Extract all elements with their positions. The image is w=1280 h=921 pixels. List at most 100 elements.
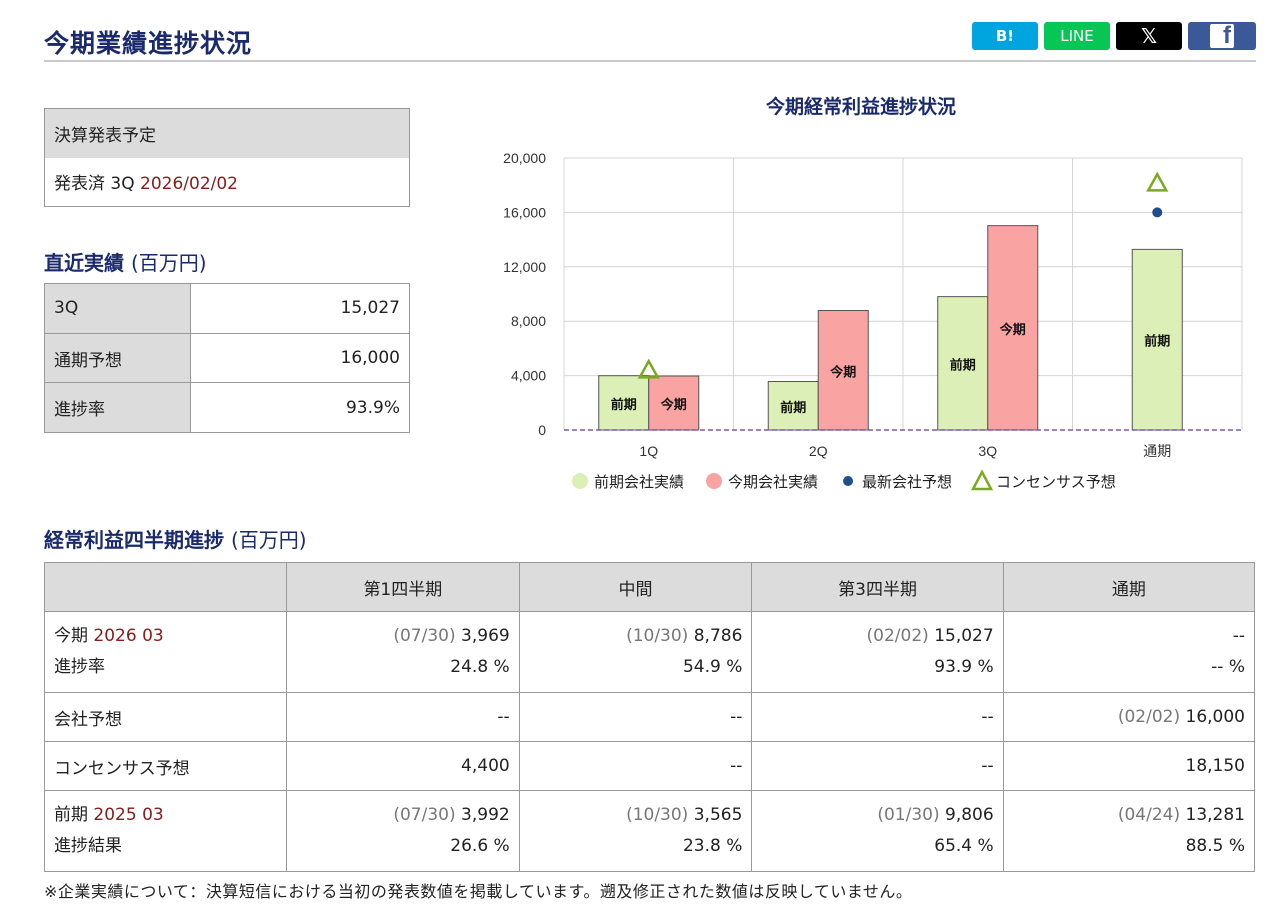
company-forecast-marker bbox=[1152, 207, 1163, 218]
hatena-bookmark-button[interactable]: B! bbox=[972, 22, 1038, 50]
table-row: 通期予想 16,000 bbox=[44, 332, 410, 384]
table-header-row: 第1四半期 中間 第3四半期 通期 bbox=[44, 562, 1256, 612]
row-value: 15,027 bbox=[190, 283, 410, 334]
column-header: 中間 bbox=[518, 562, 753, 612]
table-cell: -- bbox=[286, 692, 520, 742]
row-value: 16,000 bbox=[190, 332, 410, 384]
cell-value: 8,786 bbox=[693, 626, 743, 646]
fiscal-period: 2025 03 bbox=[93, 805, 164, 825]
x-tick-label: 3Q bbox=[978, 443, 997, 459]
legend-label: 今期会社実績 bbox=[728, 474, 818, 491]
legend-swatch bbox=[572, 473, 588, 489]
cell-value: -- bbox=[730, 707, 743, 727]
row-label: 今期 2026 03 進捗率 bbox=[44, 611, 287, 693]
legend-label: コンセンサス予想 bbox=[996, 474, 1116, 491]
footnote: ※企業実績について：決算短信における当初の発表数値を掲載しています。遡及修正され… bbox=[44, 882, 913, 901]
table-row-company-forecast: 会社予想 -- -- -- (02/02) 16,000 bbox=[44, 692, 1256, 742]
bar-label: 前期 bbox=[950, 357, 976, 372]
legend-label: 前期会社実績 bbox=[594, 474, 684, 491]
y-tick-label: 4,000 bbox=[511, 368, 546, 384]
facebook-share-button[interactable]: f bbox=[1188, 22, 1256, 50]
y-tick-label: 20,000 bbox=[503, 150, 546, 166]
column-header bbox=[44, 562, 287, 612]
table-row: 3Q 15,027 bbox=[44, 283, 410, 334]
announce-date: (07/30) bbox=[393, 626, 456, 646]
fiscal-period: 2026 03 bbox=[93, 626, 164, 646]
announcement-status: 発表済 3Q 2026/02/02 bbox=[44, 157, 410, 207]
cell-value: 15,027 bbox=[934, 626, 994, 646]
row-sub-label: 進捗結果 bbox=[54, 836, 122, 856]
bar-current bbox=[987, 225, 1039, 431]
cell-value: 16,000 bbox=[1185, 707, 1245, 727]
table-cell: 4,400 bbox=[286, 741, 520, 791]
title-divider bbox=[44, 60, 1256, 62]
bar-label: 前期 bbox=[780, 400, 806, 415]
column-header: 通期 bbox=[1002, 562, 1256, 612]
announce-date: (02/02) bbox=[866, 626, 929, 646]
announcement-date: 2026/02/02 bbox=[140, 174, 238, 195]
row-label: 通期予想 bbox=[44, 332, 191, 384]
cell-rate: 24.8 % bbox=[450, 657, 510, 677]
chart-title: 今期経常利益進捗状況 bbox=[765, 96, 956, 118]
table-cell: -- bbox=[751, 692, 1004, 742]
consensus-marker bbox=[1146, 171, 1169, 192]
table-row-previous: 前期 2025 03 進捗結果 (07/30) 3,992 26.6 % (10/… bbox=[44, 790, 1256, 872]
row-label: 進捗率 bbox=[44, 382, 191, 434]
recent-results-table: 3Q 15,027 通期予想 16,000 進捗率 93.9% bbox=[44, 283, 410, 434]
recent-heading-text: 直近実績 bbox=[44, 251, 124, 275]
quarterly-heading-text: 経常利益四半期進捗 bbox=[44, 528, 224, 552]
announce-date: (10/30) bbox=[626, 805, 689, 825]
quarterly-progress-table: 第1四半期 中間 第3四半期 通期 今期 2026 03 進捗率 (07/30)… bbox=[44, 562, 1256, 872]
cell-rate: 65.4 % bbox=[934, 836, 994, 856]
line-icon: LINE bbox=[1060, 27, 1094, 45]
cell-rate: -- % bbox=[1211, 657, 1245, 677]
bar-previous bbox=[1131, 248, 1183, 431]
y-tick-label: 8,000 bbox=[511, 313, 546, 329]
bar-previous bbox=[937, 296, 989, 431]
announce-date: (01/30) bbox=[877, 805, 940, 825]
announce-date: (04/24) bbox=[1117, 805, 1181, 825]
hatena-icon: B! bbox=[995, 27, 1015, 45]
cell-value: -- bbox=[981, 707, 994, 727]
table-cell: -- bbox=[518, 692, 753, 742]
table-cell: 18,150 bbox=[1002, 741, 1256, 791]
cell-value: 3,565 bbox=[693, 805, 743, 825]
line-share-button[interactable]: LINE bbox=[1044, 22, 1110, 50]
legend-label: 最新会社予想 bbox=[862, 474, 952, 491]
table-cell: (04/24) 13,281 88.5 % bbox=[1002, 790, 1256, 872]
recent-results-heading: 直近実績 (百万円) bbox=[44, 247, 207, 276]
announcement-header: 決算発表予定 bbox=[44, 108, 410, 158]
cell-rate: 93.9 % bbox=[934, 657, 994, 677]
announcement-schedule-table: 決算発表予定 発表済 3Q 2026/02/02 bbox=[44, 108, 410, 207]
table-cell: -- bbox=[751, 741, 1004, 791]
table-row: 進捗率 93.9% bbox=[44, 382, 410, 434]
cell-value: -- bbox=[497, 707, 510, 727]
cell-value: 3,969 bbox=[461, 626, 510, 646]
announce-date: (10/30) bbox=[626, 626, 689, 646]
row-label: コンセンサス予想 bbox=[44, 741, 287, 791]
row-label: 会社予想 bbox=[44, 692, 287, 742]
quarterly-heading-unit: (百万円) bbox=[230, 528, 307, 552]
table-cell: (10/30) 8,786 54.9 % bbox=[518, 611, 753, 693]
cell-rate: 88.5 % bbox=[1185, 836, 1245, 856]
cell-rate: 26.6 % bbox=[450, 836, 510, 856]
table-cell: (07/30) 3,969 24.8 % bbox=[286, 611, 520, 693]
bar-label: 今期 bbox=[829, 364, 856, 379]
row-label-text: 前期 bbox=[54, 805, 88, 825]
cell-value: 13,281 bbox=[1185, 805, 1245, 825]
bar-label: 前期 bbox=[1144, 334, 1170, 349]
bar-current bbox=[648, 375, 700, 431]
legend-swatch bbox=[970, 469, 994, 491]
ordinary-profit-chart: 04,0008,00012,00016,00020,0001Q 2Q 3Q 通期前期今… bbox=[503, 150, 1243, 491]
table-cell: (10/30) 3,565 23.8 % bbox=[518, 790, 753, 872]
cell-rate: 54.9 % bbox=[682, 657, 743, 677]
recent-heading-unit: (百万円) bbox=[130, 251, 207, 275]
legend-swatch bbox=[706, 473, 723, 489]
x-share-button[interactable]: 𝕏 bbox=[1116, 22, 1182, 50]
x-tick-label: 1Q bbox=[639, 443, 658, 459]
page-title: 今期業績進捗状況 bbox=[44, 29, 253, 58]
table-cell: -- -- % bbox=[1002, 611, 1256, 693]
bar-current bbox=[817, 310, 869, 431]
x-tick-label: 通期 bbox=[1143, 443, 1171, 459]
consensus-marker bbox=[637, 358, 660, 379]
